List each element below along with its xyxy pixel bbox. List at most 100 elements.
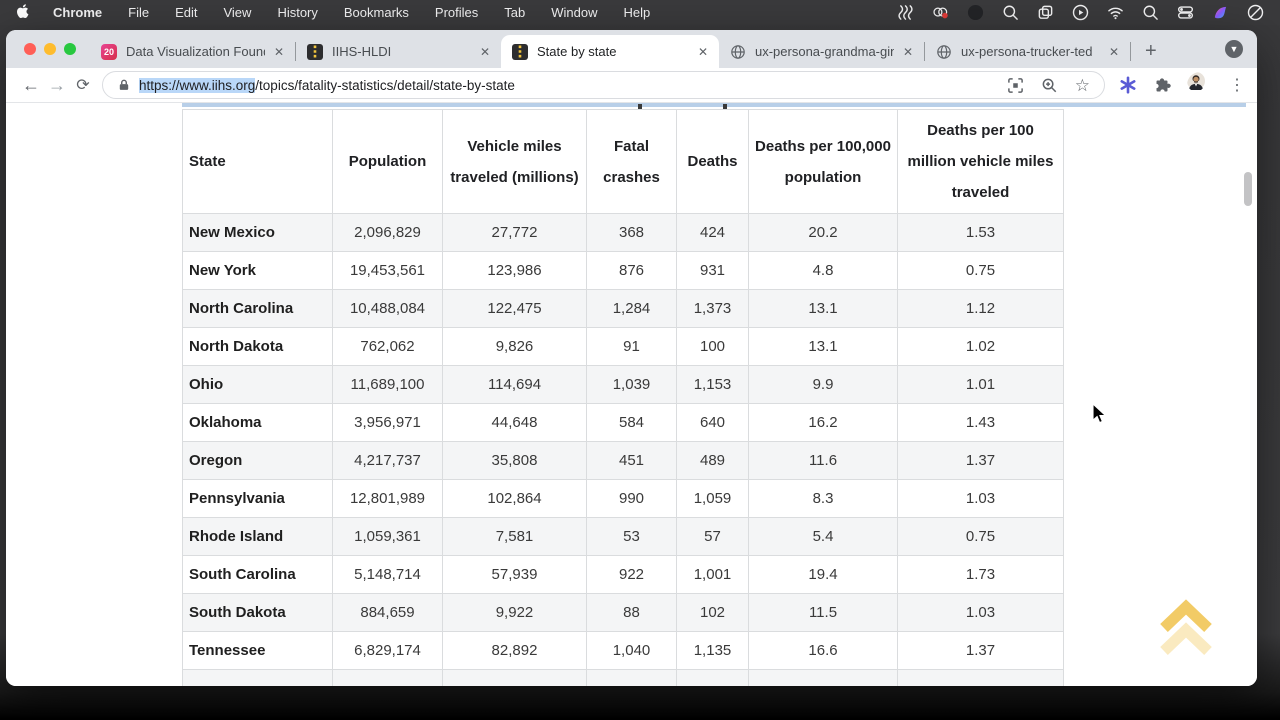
fatality-statistics-table: State Population Vehicle miles traveled (m…: [182, 109, 1064, 686]
value-cell: 1,059,361: [332, 517, 443, 556]
close-tab-icon[interactable]: ✕: [273, 44, 285, 59]
scrollbar-thumb[interactable]: [1244, 172, 1252, 206]
reload-button[interactable]: ⟳: [76, 77, 90, 94]
table-body: New Mexico 2,096,829 27,772 368 424 20.2 1.53 N…: [182, 213, 1064, 686]
scroll-to-top-button[interactable]: [1156, 595, 1216, 657]
control-center-icon[interactable]: [1176, 4, 1194, 22]
table-row: Oklahoma 3,956,971 44,648 584 640 16.2 1.43: [182, 403, 1064, 442]
chrome-menu-icon[interactable]: ⋮: [1229, 77, 1245, 94]
menubar-item-profiles[interactable]: Profiles: [434, 5, 479, 20]
zoom-in-icon[interactable]: [1041, 77, 1058, 94]
table-row: Oregon 4,217,737 35,808 451 489 11.6 1.37: [182, 441, 1064, 480]
do-not-disturb-icon[interactable]: [1246, 4, 1264, 22]
menubar-item-tab[interactable]: Tab: [504, 5, 526, 20]
value-cell: [897, 669, 1064, 686]
tab-search-button[interactable]: ▼: [1225, 40, 1243, 58]
wifi-icon[interactable]: [1106, 4, 1124, 22]
value-cell: 1,135: [676, 631, 749, 670]
tab-favicon: [307, 43, 323, 60]
menubar-item-edit[interactable]: Edit: [175, 5, 198, 20]
value-cell: 102: [676, 593, 749, 632]
value-cell: [586, 669, 677, 686]
browser-window: 20 Data Visualization Founda ✕ IIHS-HLDI ✕ St…: [6, 30, 1257, 686]
menubar-item-window[interactable]: Window: [551, 5, 598, 20]
table-row-partial: [182, 669, 1064, 686]
value-cell: 1,373: [676, 289, 749, 328]
close-tab-icon[interactable]: ✕: [1108, 44, 1120, 59]
menubar-item-history[interactable]: History: [277, 5, 318, 20]
fatality-statistics-table-wrap: State Population Vehicle miles traveled (m…: [182, 109, 1065, 686]
value-cell: 1.03: [897, 479, 1064, 518]
creative-cloud-icon[interactable]: [931, 4, 949, 22]
value-cell: 1.43: [897, 403, 1064, 442]
value-cell: 123,986: [442, 251, 587, 290]
value-cell: [676, 669, 749, 686]
play-circle-icon[interactable]: [1071, 4, 1089, 22]
toolbar-right-icons: ⋮: [1115, 72, 1245, 98]
forward-button[interactable]: →: [48, 74, 66, 95]
tab-data-visualization-founda[interactable]: 20 Data Visualization Founda ✕: [90, 35, 295, 68]
profile-avatar[interactable]: [1187, 72, 1213, 98]
state-cell: New York: [182, 251, 333, 290]
tab-label: ux-persona-trucker-ted: [961, 44, 1093, 59]
close-tab-icon[interactable]: ✕: [697, 44, 709, 59]
browser-toolbar: ← → ⟳ https://www.iihs.org/topics/fatali…: [6, 68, 1257, 103]
value-cell: 640: [676, 403, 749, 442]
value-cell: 100: [676, 327, 749, 366]
value-cell: 2,096,829: [332, 213, 443, 252]
spotlight-search-icon[interactable]: [1141, 4, 1159, 22]
waves-icon[interactable]: [896, 4, 914, 22]
menubar-menus: Chrome File Edit View History Bookmarks Profil…: [14, 4, 650, 21]
value-cell: 10,488,084: [332, 289, 443, 328]
close-tab-icon[interactable]: ✕: [479, 44, 491, 59]
menubar-item-view[interactable]: View: [223, 5, 252, 20]
apple-menu-icon[interactable]: [14, 4, 29, 21]
value-cell: 27,772: [442, 213, 587, 252]
dimmed-app-icon[interactable]: [966, 4, 984, 22]
zoom-icon[interactable]: [1001, 4, 1019, 22]
value-cell: 1,284: [586, 289, 677, 328]
value-cell: 88: [586, 593, 677, 632]
menubar-item-help[interactable]: Help: [623, 5, 651, 20]
tab-ux-persona-trucker-ted[interactable]: ux-persona-trucker-ted ✕: [925, 35, 1130, 68]
colorful-app-icon[interactable]: [1211, 4, 1229, 22]
tab-iihs-hldi[interactable]: IIHS-HLDI ✕: [296, 35, 501, 68]
table-row: Rhode Island 1,059,361 7,581 53 57 5.4 0.75: [182, 517, 1064, 556]
value-cell: 20.2: [748, 213, 898, 252]
extension-asterisk-icon[interactable]: [1119, 76, 1137, 94]
value-cell: 1.37: [897, 441, 1064, 480]
value-cell: 922: [586, 555, 677, 594]
menubar-item-file[interactable]: File: [128, 5, 150, 20]
value-cell: 19.4: [748, 555, 898, 594]
bookmark-star-icon[interactable]: ☆: [1074, 75, 1090, 95]
tab-ux-persona-grandma-gin[interactable]: ux-persona-grandma-gin ✕: [719, 35, 924, 68]
address-bar[interactable]: https://www.iihs.org/topics/fatality-sta…: [102, 71, 1105, 99]
state-cell: Tennessee: [182, 631, 333, 670]
value-cell: [182, 669, 333, 686]
tab-label: State by state: [537, 44, 617, 59]
value-cell: 1,059: [676, 479, 749, 518]
minimize-window-button[interactable]: [44, 43, 56, 55]
back-button[interactable]: ←: [22, 74, 40, 95]
menubar-item-bookmarks[interactable]: Bookmarks: [343, 5, 409, 20]
value-cell: 1.02: [897, 327, 1064, 366]
value-cell: 4,217,737: [332, 441, 443, 480]
lock-icon: [119, 79, 129, 90]
menubar-item-chrome[interactable]: Chrome: [53, 5, 103, 20]
close-window-button[interactable]: [24, 43, 36, 55]
value-cell: 1,039: [586, 365, 677, 404]
url-text[interactable]: https://www.iihs.org/topics/fatality-sta…: [139, 77, 515, 93]
window-controls: [24, 43, 76, 55]
column-header: State: [182, 109, 333, 214]
table-row: Tennessee 6,829,174 82,892 1,040 1,135 16.6 1.…: [182, 631, 1064, 670]
tab-separator: [924, 42, 925, 61]
tab-state-by-state[interactable]: State by state ✕: [501, 35, 719, 68]
new-tab-button[interactable]: +: [1145, 40, 1157, 62]
zoom-window-button[interactable]: [64, 43, 76, 55]
windows-copy-icon[interactable]: [1036, 4, 1054, 22]
extensions-puzzle-icon[interactable]: [1153, 76, 1171, 94]
tabs-container: 20 Data Visualization Founda ✕ IIHS-HLDI ✕ St…: [90, 35, 1131, 68]
qr-code-icon[interactable]: [1007, 77, 1024, 94]
value-cell: 489: [676, 441, 749, 480]
close-tab-icon[interactable]: ✕: [902, 44, 914, 59]
